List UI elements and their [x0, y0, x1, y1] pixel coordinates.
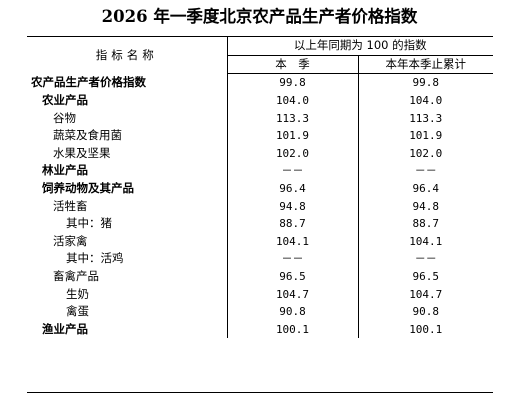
row-quarter-value: 102.0 [226, 144, 358, 163]
row-name: 活家禽 [53, 233, 88, 248]
index-group-header: 以上年同期为 100 的指数 [226, 37, 494, 56]
row-name: 活牲畜 [53, 198, 88, 213]
row-name: 禽蛋 [66, 304, 89, 319]
row-quarter-value: 94.8 [226, 197, 358, 215]
row-quarter-value: 101.9 [226, 126, 358, 145]
table-row: 饲养动物及其产品 96.4 96.4 [27, 179, 494, 198]
page-title: 2026 年一季度北京农产品生产者价格指数 [101, 7, 418, 26]
table-subheader-row: 本 季 本年本季止累计 [27, 55, 494, 75]
row-name: 水果及坚果 [53, 145, 111, 160]
row-ytd-value: 96.5 [357, 267, 494, 286]
row-ytd-value: 104.1 [357, 232, 494, 251]
row-quarter-value: 96.4 [226, 179, 358, 198]
table-row: 蔬菜及食用菌 101.9 101.9 [27, 126, 494, 145]
table-row: 活牲畜 94.8 94.8 [27, 197, 494, 215]
row-quarter-value: 113.3 [226, 109, 358, 127]
row-ytd-value: 101.9 [357, 126, 494, 145]
table-header-row: 指标名称 以上年同期为 100 的指数 [27, 37, 494, 62]
row-ytd-value: 104.0 [357, 91, 494, 110]
row-quarter-value: 96.5 [226, 267, 358, 286]
row-name: 谷物 [53, 110, 76, 125]
table-row: 水果及坚果 102.0 102.0 [27, 144, 494, 163]
quarter-column-header: 本 季 [226, 55, 358, 75]
row-name: 饲养动物及其产品 [42, 181, 134, 196]
row-name: 生奶 [66, 286, 89, 301]
row-quarter-value: 104.0 [226, 91, 358, 110]
row-ytd-value: 90.8 [357, 302, 494, 321]
indicator-name-header: 指标名称 [95, 47, 158, 62]
row-quarter-value: 90.8 [226, 302, 358, 321]
row-ytd-value: －－ [357, 250, 494, 268]
table-row: 活家禽 104.1 104.1 [27, 232, 494, 251]
row-ytd-value: 94.8 [357, 197, 494, 215]
row-name: 其中：活鸡 [66, 251, 124, 266]
row-quarter-value: －－ [226, 162, 358, 180]
table-top-rule [27, 36, 493, 37]
row-ytd-value: 100.1 [357, 320, 494, 339]
table-row: 渔业产品 100.1 100.1 [27, 320, 494, 339]
row-quarter-value: 100.1 [226, 320, 358, 339]
table-row: 畜禽产品 96.5 96.5 [27, 267, 494, 286]
row-quarter-value: 88.7 [226, 214, 358, 233]
table-row: 其中：猪 88.7 88.7 [27, 214, 494, 233]
table-row: 林业产品 －－ －－ [27, 162, 494, 180]
row-ytd-value: －－ [357, 162, 494, 180]
row-name: 蔬菜及食用菌 [53, 128, 122, 143]
row-ytd-value: 88.7 [357, 214, 494, 233]
row-quarter-value: 104.7 [226, 285, 358, 303]
row-quarter-value: －－ [226, 250, 358, 268]
price-index-table: 指标名称 以上年同期为 100 的指数 本 季 本年本季止累计 农产品生产者价格… [27, 37, 494, 339]
row-name: 畜禽产品 [53, 269, 99, 284]
table-row: 农产品生产者价格指数 99.8 99.8 [27, 73, 494, 92]
row-ytd-value: 104.7 [357, 285, 494, 303]
table-row: 生奶 104.7 104.7 [27, 285, 494, 303]
row-name: 农产品生产者价格指数 [31, 75, 146, 90]
table-bottom-rule [27, 392, 493, 393]
ytd-column-header: 本年本季止累计 [357, 55, 494, 75]
row-ytd-value: 99.8 [357, 73, 494, 92]
row-name: 渔业产品 [42, 321, 88, 336]
row-name: 林业产品 [42, 163, 88, 178]
row-ytd-value: 102.0 [357, 144, 494, 163]
table-row: 其中：活鸡 －－ －－ [27, 250, 494, 268]
table-row: 谷物 113.3 113.3 [27, 109, 494, 127]
row-quarter-value: 104.1 [226, 232, 358, 251]
row-quarter-value: 99.8 [226, 73, 358, 92]
row-ytd-value: 113.3 [357, 109, 494, 127]
table-row: 禽蛋 90.8 90.8 [27, 302, 494, 321]
row-name: 其中：猪 [66, 216, 112, 231]
row-ytd-value: 96.4 [357, 179, 494, 198]
table-row: 农业产品 104.0 104.0 [27, 91, 494, 110]
row-name: 农业产品 [42, 93, 88, 108]
